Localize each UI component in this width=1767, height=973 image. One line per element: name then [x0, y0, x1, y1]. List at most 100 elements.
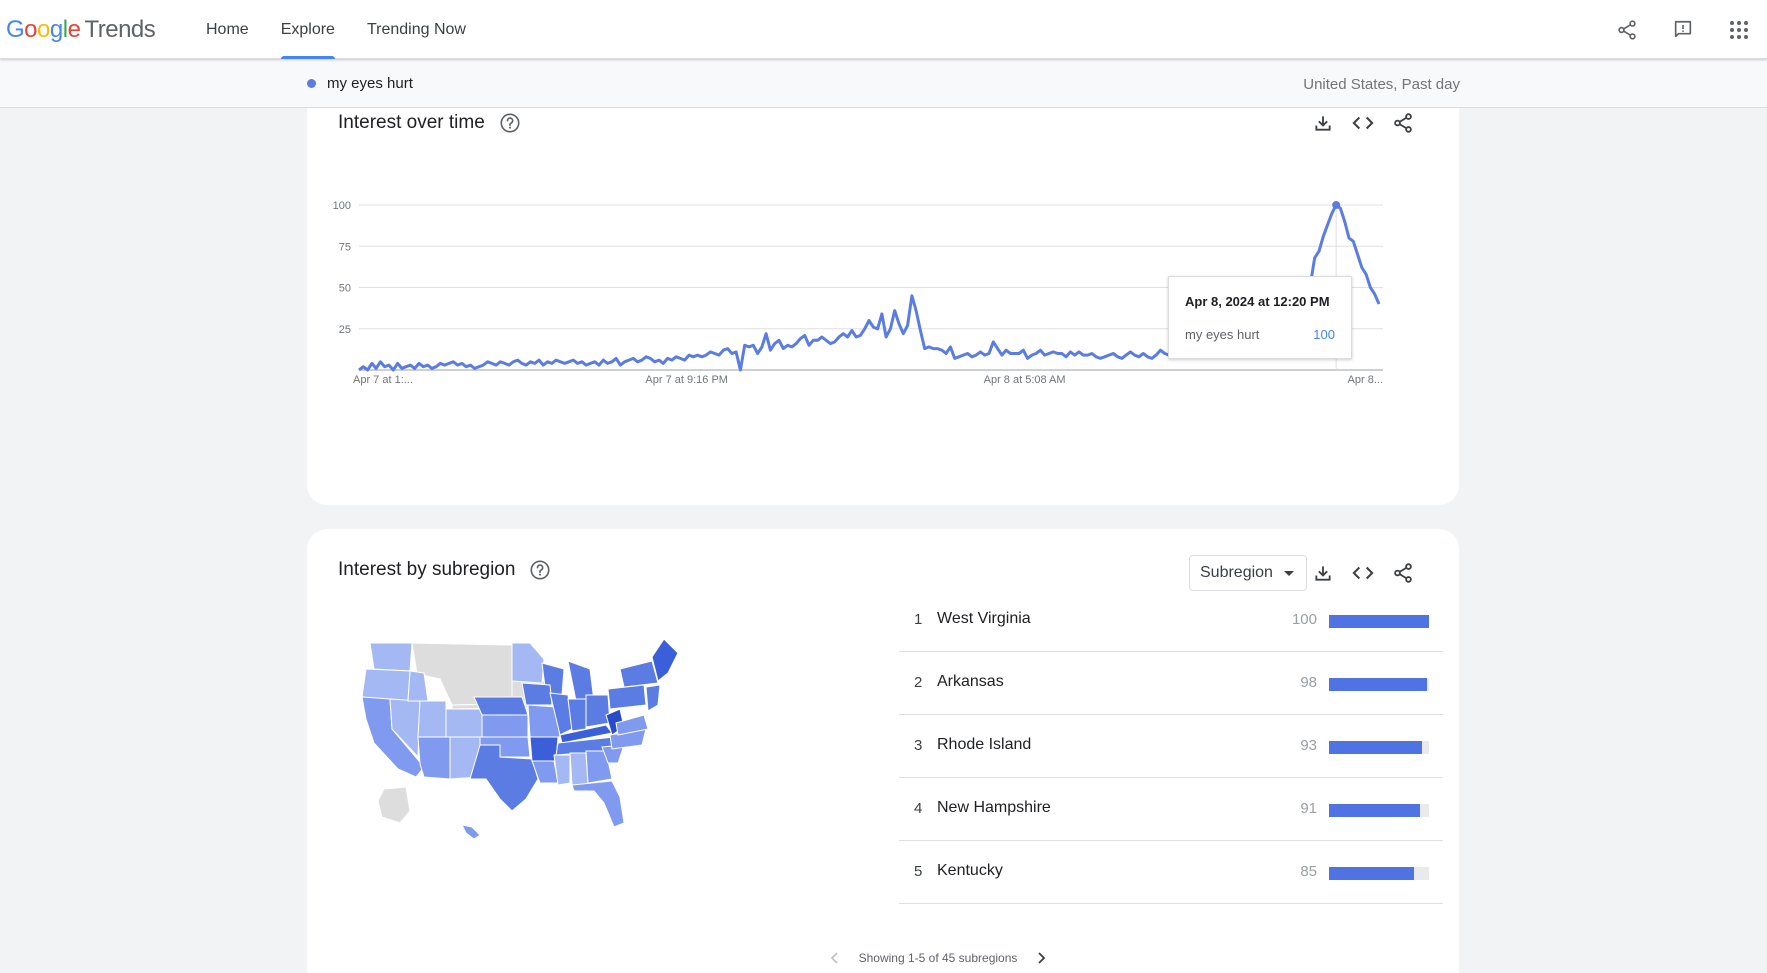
map-region-arkansas — [529, 736, 559, 762]
share-icon[interactable] — [1383, 553, 1423, 593]
map-region-new-york — [619, 660, 659, 688]
region-name[interactable]: Arkansas — [937, 673, 1004, 690]
search-term-label: my eyes hurt — [327, 75, 413, 92]
region-value: 100 — [1291, 611, 1317, 628]
main-nav: Home Explore Trending Now — [190, 0, 482, 59]
map-region-iowa — [521, 682, 553, 706]
feedback-icon[interactable] — [1655, 6, 1711, 54]
x-tick-label: Apr 7 at 1:... — [353, 374, 413, 386]
caret-down-icon — [1284, 571, 1294, 576]
value-bar-fill — [1329, 615, 1429, 628]
interest-over-time-card: Interest over time 100 75 50 25 Apr 7 at 1:.… — [307, 60, 1459, 505]
map-region-kansas — [481, 714, 529, 738]
apps-grid-icon[interactable] — [1711, 6, 1767, 54]
region-name[interactable]: Rhode Island — [937, 736, 1032, 753]
google-trends-logo[interactable]: Google Trends — [6, 16, 156, 44]
subregion-title: Interest by subregion — [338, 559, 516, 580]
help-icon[interactable] — [499, 112, 521, 134]
rank-number: 4 — [914, 800, 923, 817]
map-region-hawaii — [461, 824, 481, 840]
region-value: 85 — [1300, 863, 1317, 880]
region-value: 93 — [1300, 737, 1317, 754]
subregion-ranking-list: 1 West Virginia 100 2 Arkansas 98 3 Rhod… — [899, 589, 1443, 904]
x-tick-label: Apr 7 at 9:16 PM — [645, 374, 728, 386]
chevron-right-icon[interactable] — [1029, 946, 1053, 970]
region-name[interactable]: West Virginia — [937, 610, 1031, 627]
map-region-utah — [417, 700, 447, 738]
logo-letter: o — [24, 16, 38, 43]
download-icon[interactable] — [1303, 103, 1343, 143]
x-tick-label: Apr 8 at 5:08 AM — [984, 374, 1066, 386]
value-bar-fill — [1329, 678, 1427, 691]
map-region-mississippi — [553, 754, 571, 786]
rank-number: 3 — [914, 737, 923, 754]
logo-letter: g — [49, 16, 63, 43]
download-icon[interactable] — [1303, 553, 1343, 593]
help-icon[interactable] — [529, 559, 551, 581]
top-actions — [1599, 0, 1767, 59]
map-region-virginia — [615, 714, 649, 736]
region-name[interactable]: Kentucky — [937, 862, 1003, 879]
chart-actions — [1303, 103, 1423, 143]
chevron-left-icon[interactable] — [823, 946, 847, 970]
map-region-pennsylvania — [607, 684, 647, 710]
table-row[interactable]: 3 Rhode Island 93 — [899, 715, 1443, 778]
nav-tab-explore[interactable]: Explore — [265, 0, 351, 59]
region-value: 98 — [1300, 674, 1317, 691]
map-region-alaska — [377, 786, 411, 824]
map-region-texas — [469, 744, 539, 812]
value-bar-fill — [1329, 804, 1420, 817]
value-bar-track — [1329, 804, 1429, 817]
map-region-ohio — [585, 694, 611, 728]
value-bar-track — [1329, 867, 1429, 880]
pagination-text: Showing 1-5 of 45 subregions — [858, 951, 1018, 965]
comparison-bar: my eyes hurt United States, Past day — [0, 59, 1767, 108]
map-region-new-england — [651, 639, 679, 682]
table-row[interactable]: 1 West Virginia 100 — [899, 589, 1443, 652]
us-subregion-map[interactable] — [362, 639, 742, 859]
scope-filters[interactable]: United States, Past day — [1303, 76, 1460, 93]
table-row[interactable]: 2 Arkansas 98 — [899, 652, 1443, 715]
map-region-florida — [571, 780, 625, 828]
logo-letter: e — [67, 16, 81, 43]
search-term-chip[interactable]: my eyes hurt — [307, 75, 413, 92]
subregion-actions — [1303, 553, 1423, 593]
table-row[interactable]: 5 Kentucky 85 — [899, 841, 1443, 904]
table-row[interactable]: 4 New Hampshire 91 — [899, 778, 1443, 841]
value-bar-track — [1329, 678, 1429, 691]
share-icon[interactable] — [1599, 6, 1655, 54]
hover-point — [1332, 201, 1341, 209]
rank-number: 5 — [914, 863, 923, 880]
logo-letter: l — [62, 16, 68, 43]
map-region-colorado — [445, 708, 483, 738]
x-tick-label: Apr 8... — [1348, 374, 1383, 386]
resolution-select[interactable]: Subregion — [1189, 555, 1307, 591]
rank-number: 1 — [914, 611, 923, 628]
tooltip-term: my eyes hurt — [1185, 327, 1260, 342]
logo-letter: o — [37, 16, 50, 43]
interest-over-time-title: Interest over time — [338, 112, 485, 133]
value-bar-track — [1329, 615, 1429, 628]
series-color-dot — [307, 79, 316, 88]
tooltip-date: Apr 8, 2024 at 12:20 PM — [1185, 294, 1330, 309]
nav-tab-home[interactable]: Home — [206, 20, 249, 38]
value-bar-fill — [1329, 741, 1422, 754]
map-region-oregon — [362, 668, 411, 702]
tooltip-value: 100 — [1313, 327, 1335, 342]
logo-letter: G — [6, 16, 25, 43]
subregion-header: Interest by subregion — [338, 559, 551, 581]
pagination: Showing 1-5 of 45 subregions — [307, 946, 1459, 970]
map-region-washington — [369, 642, 413, 672]
nav-tab-trending-now[interactable]: Trending Now — [366, 20, 466, 38]
rank-number: 2 — [914, 674, 923, 691]
embed-icon[interactable] — [1343, 103, 1383, 143]
share-icon[interactable] — [1383, 103, 1423, 143]
chart-tooltip: Apr 8, 2024 at 12:20 PM my eyes hurt 100 — [1168, 276, 1352, 359]
value-bar-track — [1329, 741, 1429, 754]
interest-over-time-header: Interest over time — [338, 112, 521, 134]
region-value: 91 — [1300, 800, 1317, 817]
map-region-mid-atlantic — [645, 684, 661, 712]
y-tick-label: 50 — [339, 283, 351, 295]
region-name[interactable]: New Hampshire — [937, 799, 1051, 816]
embed-icon[interactable] — [1343, 553, 1383, 593]
